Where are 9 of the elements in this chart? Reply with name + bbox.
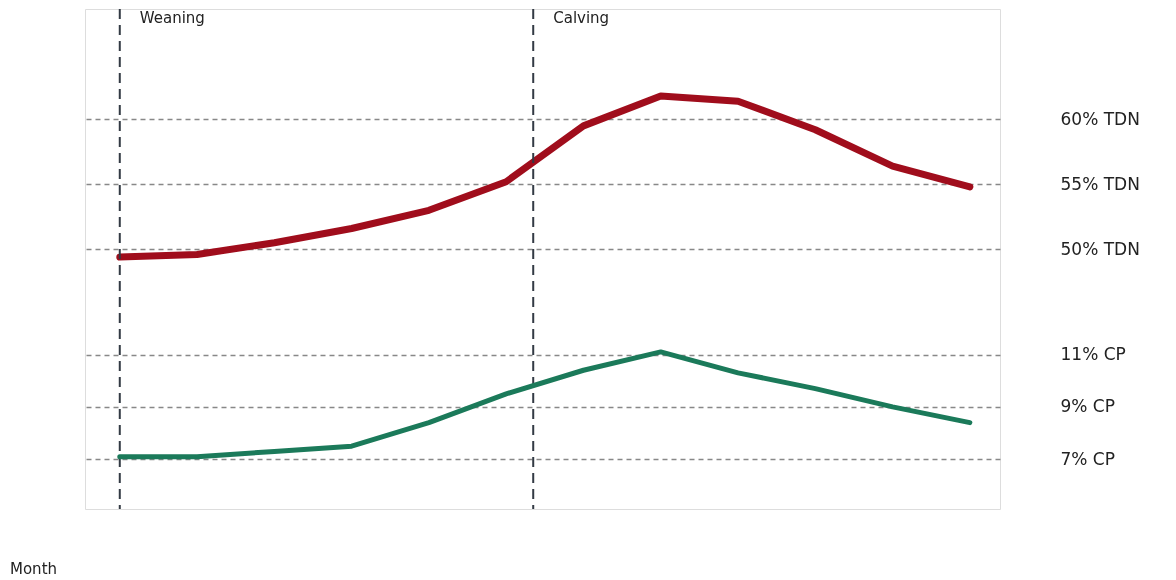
y-tick-label: 55% TDN xyxy=(1060,173,1140,194)
x-axis-title: Month xyxy=(10,560,58,578)
y2-tick-label: 7% CP xyxy=(1060,448,1115,469)
annotation: Calving xyxy=(553,9,610,27)
y-tick-label: 50% TDN xyxy=(1060,238,1140,259)
annotation: Weaning xyxy=(139,9,205,27)
y-tick-label: 60% TDN xyxy=(1060,108,1140,129)
y2-tick-label: 9% CP xyxy=(1060,396,1115,417)
y2-tick-label: 11% CP xyxy=(1060,344,1126,365)
